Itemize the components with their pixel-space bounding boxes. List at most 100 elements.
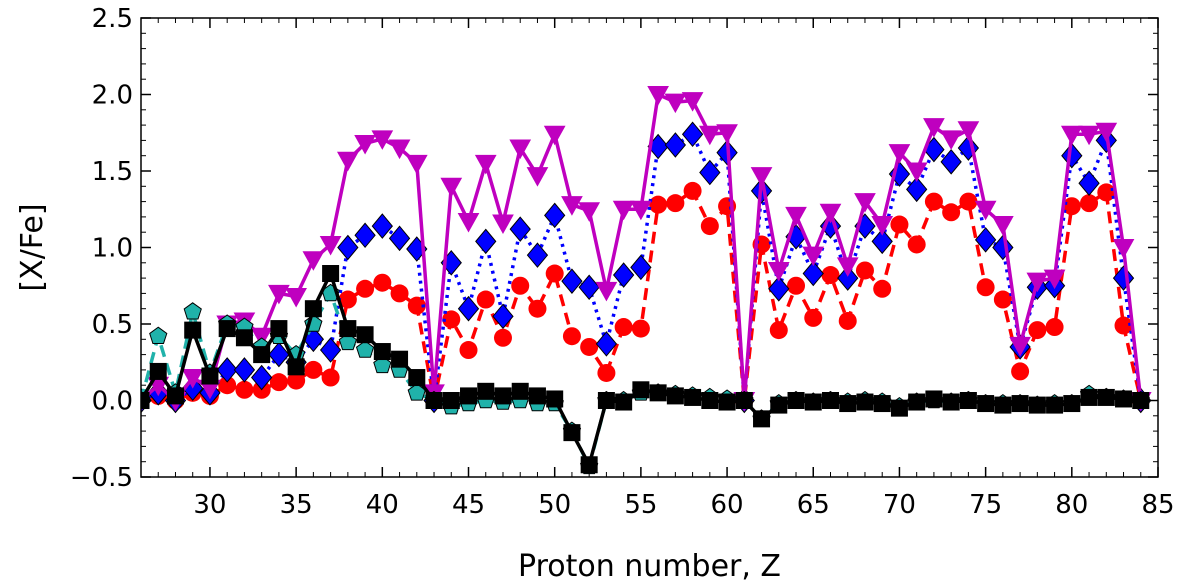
- data-point: [1080, 388, 1098, 406]
- data-point: [924, 192, 943, 211]
- y-tick-label: 0.0: [92, 387, 133, 417]
- data-point: [802, 260, 824, 287]
- data-point: [216, 357, 238, 383]
- data-point: [149, 362, 167, 380]
- data-point: [700, 217, 719, 236]
- data-point: [647, 86, 669, 106]
- data-point: [684, 388, 702, 406]
- y-tick-label: 2.0: [92, 81, 133, 111]
- data-point: [166, 387, 184, 405]
- data-point: [942, 203, 961, 222]
- data-point: [354, 222, 376, 249]
- data-point: [442, 392, 460, 409]
- data-point: [580, 337, 599, 356]
- data-point: [1062, 197, 1081, 216]
- data-point: [977, 395, 995, 413]
- data-point: [287, 358, 305, 376]
- data-point: [698, 125, 721, 146]
- data-point: [1043, 269, 1066, 290]
- data-point: [612, 200, 635, 221]
- data-point: [992, 216, 1014, 236]
- data-point: [1063, 395, 1081, 413]
- data-point: [681, 121, 704, 148]
- data-point: [854, 193, 876, 213]
- data-point: [337, 234, 359, 261]
- data-point: [821, 392, 839, 409]
- data-point: [1045, 318, 1064, 337]
- data-point: [871, 228, 893, 255]
- data-point: [371, 213, 393, 239]
- x-tick-label: 80: [1055, 490, 1088, 520]
- data-point: [269, 373, 288, 392]
- x-tick-label: 40: [366, 490, 399, 520]
- data-point: [184, 321, 202, 339]
- data-point: [442, 310, 461, 329]
- data-point: [750, 167, 773, 187]
- data-point: [304, 300, 322, 318]
- data-point: [201, 367, 219, 385]
- data-point: [1080, 194, 1099, 213]
- data-point: [976, 278, 995, 297]
- data-point: [940, 149, 962, 175]
- data-point: [183, 302, 202, 320]
- series-triangle-down: [141, 86, 1152, 412]
- data-point: [218, 376, 237, 395]
- data-point: [873, 395, 891, 413]
- data-point: [836, 257, 859, 277]
- data-point: [716, 124, 738, 144]
- data-point: [907, 235, 926, 254]
- data-point: [994, 396, 1012, 414]
- data-point: [561, 196, 583, 216]
- data-point: [407, 296, 426, 315]
- x-tick-label: 55: [624, 490, 657, 520]
- data-point: [391, 350, 409, 368]
- x-tick-label: 75: [969, 490, 1002, 520]
- data-point: [373, 355, 392, 374]
- data-point: [804, 308, 823, 327]
- data-point: [339, 320, 357, 338]
- data-point: [543, 125, 566, 146]
- data-point: [285, 287, 307, 308]
- data-point: [408, 369, 426, 387]
- data-point: [1095, 122, 1118, 143]
- data-point: [1115, 390, 1133, 408]
- data-point: [615, 393, 633, 411]
- data-point: [1097, 388, 1115, 406]
- data-point: [838, 311, 857, 330]
- data-point: [493, 328, 512, 347]
- data-point: [614, 318, 633, 337]
- data-point: [718, 393, 736, 411]
- data-point: [770, 396, 788, 414]
- data-point: [390, 284, 409, 303]
- data-point: [923, 118, 945, 138]
- data-point: [373, 273, 392, 292]
- data-point: [528, 299, 547, 318]
- data-point: [630, 254, 652, 281]
- y-tick-label: 0.5: [92, 310, 133, 340]
- data-point: [562, 327, 581, 346]
- data-point: [888, 144, 911, 164]
- data-point: [319, 235, 342, 256]
- y-tick-label: 2.5: [92, 4, 133, 34]
- data-point: [940, 130, 963, 150]
- data-point: [268, 341, 290, 368]
- data-point: [1114, 316, 1133, 335]
- data-point: [1026, 272, 1049, 293]
- data-point: [681, 92, 704, 112]
- data-point: [992, 234, 1014, 261]
- data-point: [856, 393, 874, 411]
- data-point: [492, 214, 514, 235]
- data-point: [959, 392, 977, 409]
- data-point: [957, 121, 980, 141]
- data-point: [664, 93, 687, 114]
- data-point: [942, 393, 960, 411]
- data-point: [338, 290, 357, 309]
- data-point: [322, 265, 340, 283]
- data-point: [405, 154, 428, 175]
- data-point: [666, 194, 685, 213]
- ticks-layer: 30 35 40 45 50 55 60 65 70 75 80 85 −0.5 0.0 0.5 1.0 1.5…: [70, 4, 1175, 520]
- data-point: [925, 390, 943, 408]
- data-point: [580, 456, 598, 474]
- data-point: [905, 162, 928, 183]
